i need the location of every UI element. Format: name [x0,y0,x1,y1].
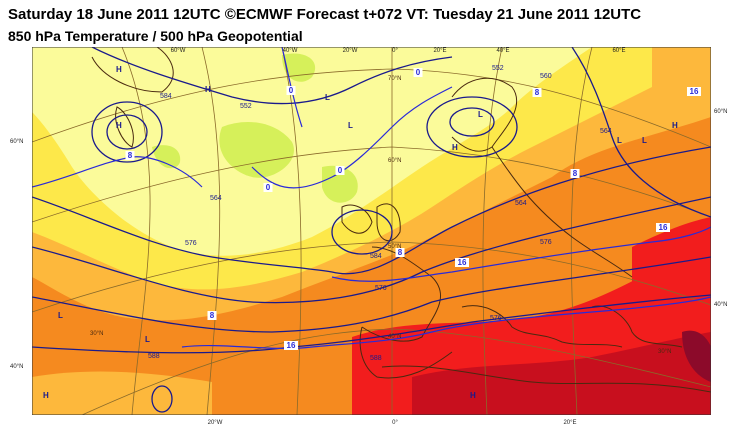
isotherm-label-box [570,169,580,178]
shade-4-8 [32,47,592,256]
inner-latitude-label: 40°N [388,334,401,340]
isotherm-label-box [284,341,298,350]
isotherm-label-box [286,86,296,95]
isotherm-label-box [532,88,542,97]
isotherm-label-box [413,68,423,77]
pressure-centre-label: L [478,110,483,119]
pressure-centre-label: H [116,65,122,74]
geopotential-label: 560 [540,73,552,80]
graticule [32,47,711,415]
isotherm-label: 16 [690,87,699,96]
top-longitude-label: 20°E [433,48,446,54]
isotherm-label: 8 [210,311,215,320]
geopotential-label: 552 [492,65,504,72]
geopotential-label: 576 [490,315,502,322]
isotherm-label: 8 [128,151,133,160]
map-canvas [31,46,712,416]
inner-latitude-label: 70°N [388,76,401,82]
top-longitude-label: 40°E [496,48,509,54]
inner-latitude-label: 60°N [388,158,401,164]
top-longitude-label: 60°W [171,48,186,54]
isotherm-label: 0 [266,183,271,192]
left-latitude-label: 40°N [10,364,23,370]
geopotential-label: 564 [515,200,527,207]
geopotential-contours [32,47,711,413]
isotherm-label-box [687,87,701,96]
pressure-centre-label: L [58,311,63,320]
isotherm-label: 16 [287,341,296,350]
pressure-centre-label: L [348,121,353,130]
geopotential-label: 564 [210,195,222,202]
shade-0-4-biscay [322,165,358,203]
geopotential-label: 588 [370,355,382,362]
left-latitude-label: 60°N [10,139,23,145]
geopotential-label: 576 [375,285,387,292]
pressure-centre-label: H [205,85,211,94]
shade-0-4-atlantic [152,145,181,169]
isotherm-label: 8 [398,248,403,257]
isotherm-label-box [335,166,345,175]
isotherm-label-box [125,151,135,160]
isotherm-label-box [656,223,670,232]
isotherm-label: 16 [659,223,668,232]
shade-28-plus [682,330,711,382]
inner-latitude-label: 50°N [388,244,401,250]
pressure-centre-label: H [470,391,476,400]
right-latitude-label: 60°N [714,109,727,115]
forecast-title: Saturday 18 June 2011 12UTC ©ECMWF Forec… [8,6,642,23]
pressure-centre-label: H [116,121,122,130]
pressure-centre-label: H [43,391,49,400]
isotherm-label: 0 [416,68,421,77]
geopotential-label: 588 [148,353,160,360]
geopotential-label: 584 [160,93,172,100]
top-longitude-label: 0° [392,48,398,54]
geopotential-label: 552 [240,103,252,110]
shade-12-16-sw [32,371,212,415]
bottom-longitude-label: 20°E [563,420,576,426]
isotherm-label: 16 [458,258,467,267]
shade-24-28 [412,332,711,415]
right-latitude-label: 40°N [714,302,727,308]
bottom-longitude-label: 0° [392,420,398,426]
isotherm-label-box [395,248,405,257]
shade-0-4-west [219,122,294,178]
pressure-centre-label: L [642,136,647,145]
pressure-centre-label: L [617,136,622,145]
isotherm-label-box [263,183,273,192]
isotherm-label-box [207,311,217,320]
forecast-subtitle: 850 hPa Temperature / 500 hPa Geopotenti… [8,28,303,44]
pressure-centre-label: L [145,335,150,344]
pressure-centre-label: H [452,143,458,152]
top-longitude-label: 60°E [612,48,625,54]
pressure-centre-label: L [325,93,330,102]
inner-latitude-label: 30°N [90,331,103,337]
isotherm-label: 0 [289,86,294,95]
isotherm-label: 8 [573,169,578,178]
isotherm-label: 0 [338,166,343,175]
top-longitude-label: 20°W [343,48,358,54]
inner-latitude-label: 30°N [658,349,671,355]
isotherm-label: 8 [535,88,540,97]
geopotential-label: 584 [370,253,382,260]
pressure-centre-label: H [672,121,678,130]
geopotential-label: 564 [600,128,612,135]
forecast-map [31,46,712,416]
geopotential-label: 576 [540,239,552,246]
isotherm-label-box [455,258,469,267]
top-longitude-label: 40°W [283,48,298,54]
bottom-longitude-label: 20°W [208,420,223,426]
geopotential-label: 576 [185,240,197,247]
